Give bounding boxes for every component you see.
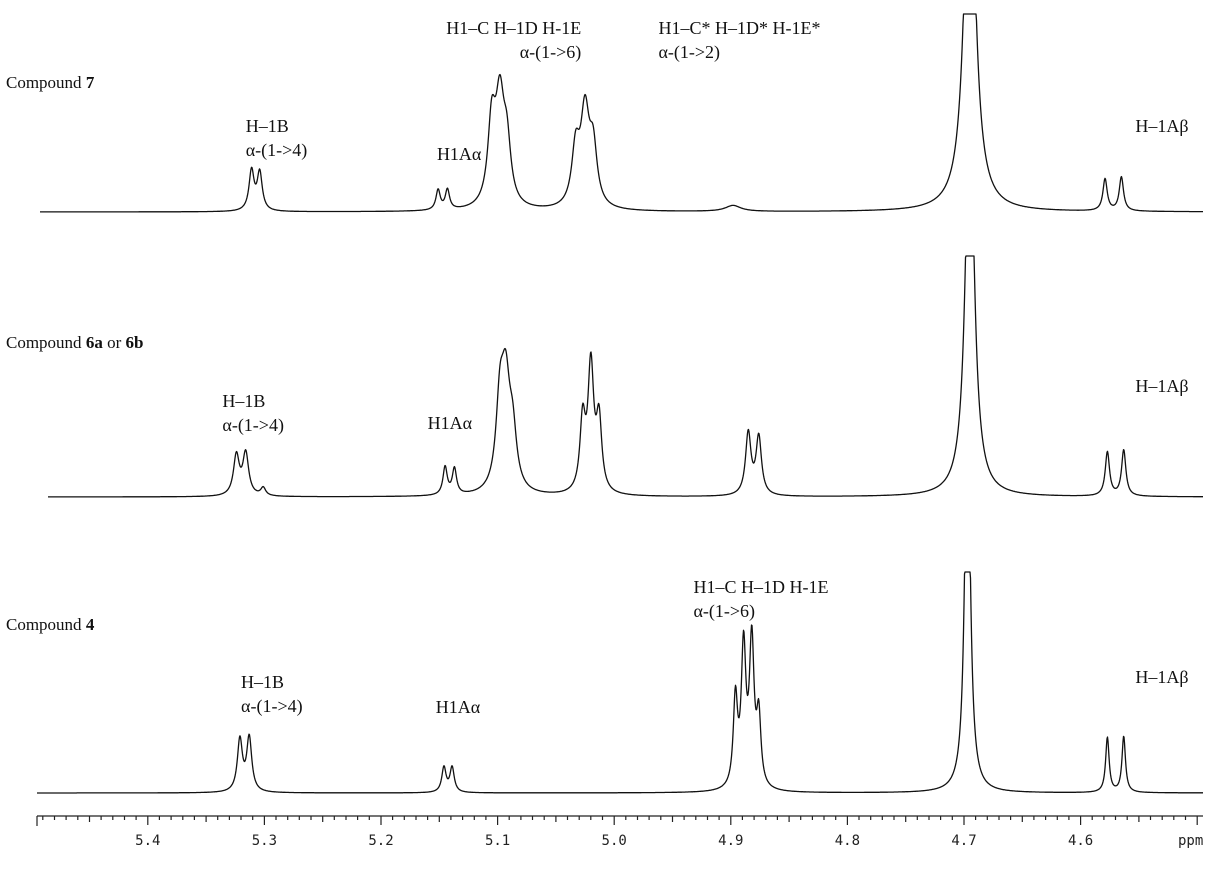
labels-layer: Compound 7 H–1B α-(1->4) H1Aα H1–C H–1D H-1E… — [6, 18, 1189, 717]
x-tick-label: 5.3 — [252, 833, 277, 849]
x-tick-label: 4.6 — [1068, 833, 1093, 849]
peak-annotation: H1Aα — [436, 697, 481, 717]
peak-annotation-linkage: α-(1->6) — [520, 42, 582, 63]
x-tick-label: 4.8 — [835, 833, 860, 849]
compound-label-prefix: Compound — [6, 615, 86, 634]
spectrum-1 — [39, 13, 1204, 213]
peak-annotation-linkage: α-(1->6) — [693, 601, 755, 622]
peak-annotation: H–1Aβ — [1135, 667, 1188, 687]
compound-number: 4 — [86, 615, 95, 634]
peak-annotation-linkage: α-(1->2) — [658, 42, 720, 63]
x-tick-label: 4.9 — [718, 833, 743, 849]
compound-label: Compound 7 — [6, 73, 95, 92]
compound-number-alt: 6b — [125, 333, 143, 352]
compound-number: 6a — [86, 333, 104, 352]
peak-annotation: H1Aα — [437, 144, 482, 164]
peak-annotation: H1Aα — [428, 413, 473, 433]
peak-annotation: H1–C H–1D H-1E — [446, 18, 581, 38]
spectrum-trace — [39, 13, 1204, 213]
spectrum-trace — [47, 255, 1204, 498]
x-tick-label: 4.7 — [951, 833, 976, 849]
peak-annotation-linkage: α-(1->4) — [246, 140, 308, 161]
peak-annotation: H1–C* H–1D* H-1E* — [658, 18, 820, 38]
compound-number: 7 — [86, 73, 95, 92]
compound-label-prefix: Compound — [6, 73, 86, 92]
compound-label-mid: or — [103, 333, 126, 352]
spectrum-trace — [36, 571, 1204, 794]
x-axis-unit: ppm — [1178, 833, 1203, 849]
peak-annotation: H–1Aβ — [1135, 116, 1188, 136]
spectra-layer — [36, 13, 1204, 794]
peak-annotation: H1–C H–1D H-1E — [693, 577, 828, 597]
peak-annotation-linkage: α-(1->4) — [241, 696, 303, 717]
peak-annotation: H–1B — [222, 391, 265, 411]
x-tick-label: 5.0 — [602, 833, 627, 849]
compound-label-prefix: Compound — [6, 333, 86, 352]
x-tick-label: 5.1 — [485, 833, 510, 849]
compound-label: Compound 4 — [6, 615, 95, 634]
peak-annotation: H–1Aβ — [1135, 376, 1188, 396]
x-tick-label: 5.4 — [135, 833, 160, 849]
peak-annotation-linkage: α-(1->4) — [222, 415, 284, 436]
spectrum-3 — [36, 571, 1204, 794]
peak-annotation: H–1B — [246, 116, 289, 136]
spectrum-2 — [47, 255, 1204, 498]
peak-annotation: H–1B — [241, 672, 284, 692]
x-tick-label: 5.2 — [368, 833, 393, 849]
compound-label: Compound 6a or 6b — [6, 333, 143, 352]
ppm-axis: 5.4 5.3 5.2 5.1 5.0 4.9 4.8 4.7 4.6 ppm — [36, 815, 1203, 849]
